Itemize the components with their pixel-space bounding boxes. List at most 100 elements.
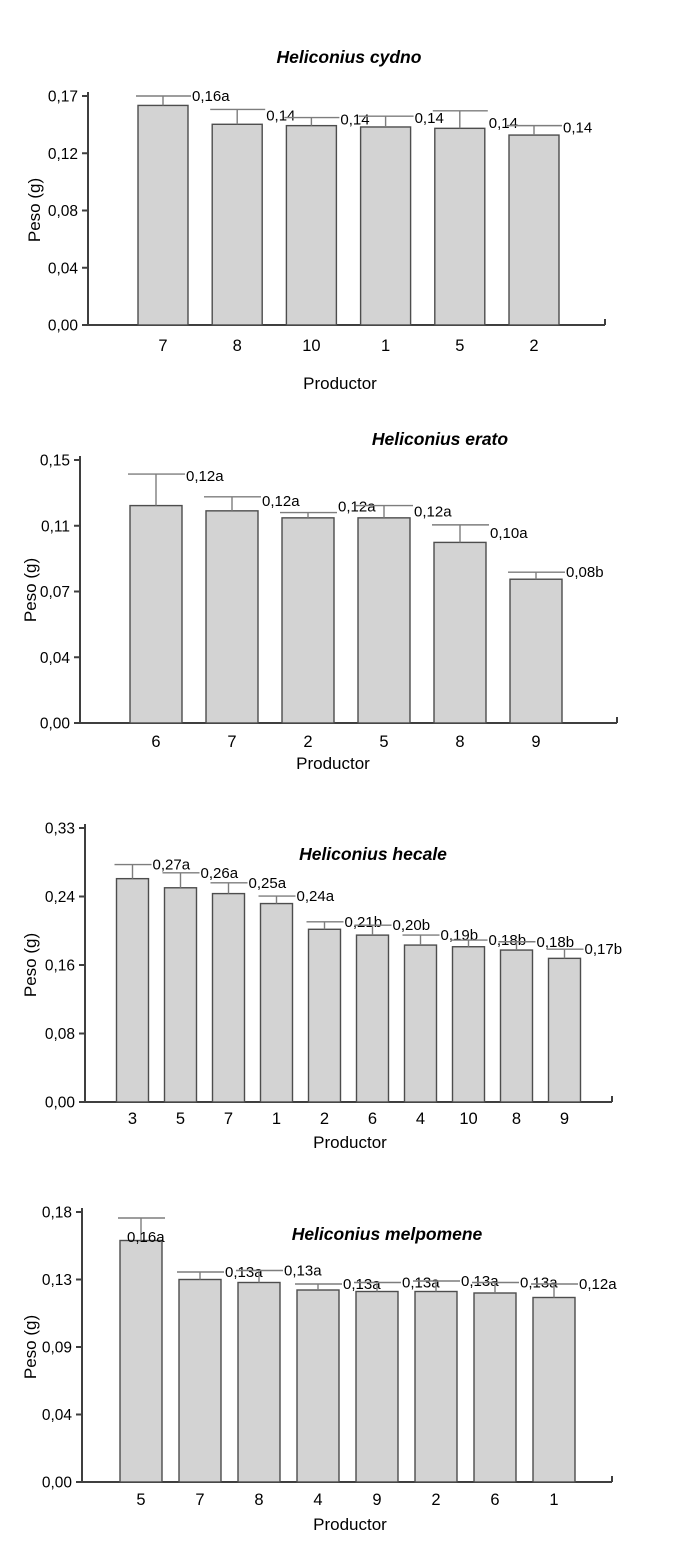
bar-value-label: 0,13a — [225, 1264, 263, 1281]
category-label: 5 — [455, 337, 464, 355]
bar — [129, 504, 183, 724]
category-label: 7 — [224, 1110, 233, 1128]
bar-value-label: 0,12a — [338, 499, 376, 516]
bar — [296, 1289, 340, 1483]
category-label: 8 — [455, 733, 464, 751]
bar-value-label: 0,14 — [563, 120, 592, 137]
bar-value-label: 0,12a — [414, 504, 452, 521]
category-label: 5 — [379, 733, 388, 751]
y-axis-title: Peso (g) — [21, 933, 40, 997]
bar-value-label: 0,13a — [461, 1273, 499, 1290]
x-axis-title: Productor — [296, 754, 370, 773]
bar-value-label: 0,08b — [566, 564, 604, 581]
bar-value-label: 0,26a — [201, 865, 239, 882]
bar — [357, 517, 411, 724]
category-label: 8 — [233, 337, 242, 355]
category-label: 2 — [320, 1110, 329, 1128]
bar — [355, 934, 390, 1103]
bar-value-label: 0,13a — [284, 1263, 322, 1280]
bar-value-label: 0,13a — [343, 1276, 381, 1293]
bar-value-label: 0,14 — [415, 110, 444, 127]
bar-value-label: 0,25a — [249, 875, 287, 892]
category-label: 1 — [549, 1491, 558, 1509]
bar — [178, 1278, 222, 1483]
chart-title: Heliconius melpomene — [292, 1224, 483, 1244]
category-label: 1 — [381, 337, 390, 355]
bar — [211, 123, 263, 326]
bar-value-label: 0,18b — [489, 932, 527, 949]
chart-heliconius-cydno: 0,00 0,04 0,08 0,12 0,17 Peso (g) Productor Hel… — [0, 0, 683, 405]
y-tick-label: 0,00 — [45, 1095, 76, 1112]
category-label: 3 — [128, 1110, 137, 1128]
bar — [163, 887, 198, 1103]
y-tick-label: 0,33 — [45, 821, 75, 838]
category-label: 2 — [303, 733, 312, 751]
bar — [237, 1281, 281, 1483]
chart-heliconius-melpomene-plot: 0,00 0,04 0,09 0,13 0,18 Peso (g) Productor Hel… — [21, 1205, 617, 1535]
bar-value-label: 0,16a — [192, 88, 230, 105]
chart-heliconius-hecale-plot: 0,00 0,08 0,16 0,24 0,33 Peso (g) Productor Hel… — [21, 821, 623, 1153]
bar — [508, 134, 560, 326]
category-label: 10 — [302, 337, 320, 355]
chart-heliconius-hecale: 0,00 0,08 0,16 0,24 0,33 Peso (g) Productor Hel… — [0, 790, 683, 1185]
bar — [434, 127, 486, 326]
category-label: 6 — [151, 733, 160, 751]
category-label: 5 — [136, 1491, 145, 1509]
category-label: 8 — [254, 1491, 263, 1509]
y-tick-label: 0,00 — [48, 318, 79, 335]
y-tick-label: 0,07 — [40, 584, 70, 601]
bar — [137, 104, 189, 326]
category-label: 7 — [195, 1491, 204, 1509]
y-tick-label: 0,00 — [40, 716, 71, 733]
bar — [281, 517, 335, 724]
bar — [259, 902, 294, 1103]
y-tick-label: 0,16 — [45, 958, 75, 975]
bar — [211, 892, 246, 1103]
category-label: 10 — [459, 1110, 477, 1128]
bar — [433, 541, 487, 724]
bar — [307, 928, 342, 1103]
chart-title: Heliconius erato — [372, 429, 508, 449]
chart-heliconius-erato: 0,00 0,04 0,07 0,11 0,15 Peso (g) Productor Hel… — [0, 400, 683, 795]
bar-value-label: 0,17b — [585, 941, 623, 958]
category-label: 9 — [531, 733, 540, 751]
category-label: 4 — [313, 1491, 322, 1509]
y-tick-label: 0,18 — [42, 1205, 72, 1222]
bar-value-label: 0,12a — [579, 1276, 617, 1293]
bar — [547, 957, 582, 1103]
category-label: 9 — [560, 1110, 569, 1128]
bar-value-label: 0,12a — [186, 468, 224, 485]
chart-heliconius-erato-plot: 0,00 0,04 0,07 0,11 0,15 Peso (g) Productor Hel… — [21, 429, 618, 773]
bar — [359, 126, 412, 326]
y-tick-label: 0,04 — [48, 260, 79, 277]
bar — [509, 578, 563, 724]
bar — [115, 877, 150, 1103]
y-tick-label: 0,11 — [41, 518, 70, 535]
category-label: 7 — [227, 733, 236, 751]
y-axis-title: Peso (g) — [25, 178, 44, 242]
bar-value-label: 0,21b — [345, 914, 383, 931]
bar — [473, 1292, 517, 1483]
bar-value-label: 0,13a — [520, 1275, 558, 1292]
y-tick-label: 0,24 — [45, 889, 76, 906]
y-tick-label: 0,17 — [48, 89, 78, 106]
category-label: 1 — [272, 1110, 281, 1128]
chart-title: Heliconius hecale — [299, 844, 447, 864]
chart-title: Heliconius cydno — [277, 47, 422, 67]
bar-value-label: 0,13a — [402, 1275, 440, 1292]
bar — [403, 944, 438, 1103]
y-tick-label: 0,04 — [40, 650, 71, 667]
y-axis-title: Peso (g) — [21, 1315, 40, 1379]
category-label: 4 — [416, 1110, 425, 1128]
bar-value-label: 0,14 — [266, 107, 295, 124]
category-label: 8 — [512, 1110, 521, 1128]
bar-value-label: 0,12a — [262, 493, 300, 510]
category-label: 2 — [431, 1491, 440, 1509]
bar-value-label: 0,14 — [489, 115, 518, 132]
y-axis-title: Peso (g) — [21, 558, 40, 622]
bar-value-label: 0,19b — [441, 927, 479, 944]
category-label: 9 — [372, 1491, 381, 1509]
y-tick-label: 0,08 — [45, 1026, 75, 1043]
bar-value-label: 0,20b — [393, 917, 431, 934]
y-tick-label: 0,00 — [42, 1475, 73, 1492]
